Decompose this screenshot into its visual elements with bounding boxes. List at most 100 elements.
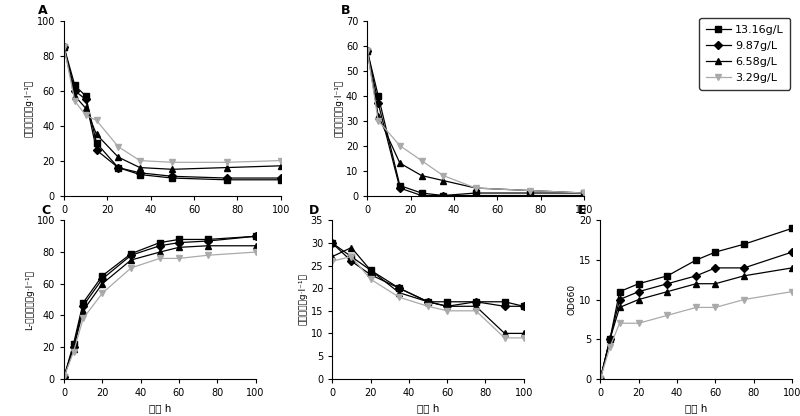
Line: 13.16g/L: 13.16g/L xyxy=(62,44,283,183)
9.87g/L xyxy=(135,170,145,175)
6.58g/L xyxy=(691,281,701,286)
3.29g/L xyxy=(174,256,184,261)
3.29g/L xyxy=(634,321,643,326)
13.16g/L xyxy=(92,141,102,146)
3.29g/L xyxy=(525,188,534,193)
6.58g/L xyxy=(346,245,356,250)
9.87g/L xyxy=(438,193,448,198)
9.87g/L xyxy=(346,259,356,264)
13.16g/L xyxy=(327,240,337,245)
6.58g/L xyxy=(114,155,123,160)
9.87g/L xyxy=(327,240,337,245)
3.29g/L xyxy=(135,158,145,163)
9.87g/L xyxy=(59,374,69,379)
13.16g/L xyxy=(59,374,69,379)
3.29g/L xyxy=(423,304,433,309)
6.58g/L xyxy=(394,290,404,295)
9.87g/L xyxy=(98,277,107,282)
13.16g/L xyxy=(374,93,383,98)
Line: 6.58g/L: 6.58g/L xyxy=(62,243,258,380)
3.29g/L xyxy=(81,113,90,118)
Text: A: A xyxy=(38,4,48,17)
Line: 3.29g/L: 3.29g/L xyxy=(598,289,794,381)
9.87g/L xyxy=(787,250,797,255)
9.87g/L xyxy=(250,234,260,239)
6.58g/L xyxy=(596,376,606,381)
6.58g/L xyxy=(614,305,624,310)
13.16g/L xyxy=(519,304,529,309)
13.16g/L xyxy=(250,234,260,239)
13.16g/L xyxy=(394,286,404,291)
X-axis label: 时间 h: 时间 h xyxy=(465,220,487,230)
Line: 9.87g/L: 9.87g/L xyxy=(62,233,258,380)
9.87g/L xyxy=(417,193,426,198)
13.16g/L xyxy=(81,94,90,99)
9.87g/L xyxy=(69,344,78,349)
3.29g/L xyxy=(327,259,337,264)
6.58g/L xyxy=(222,165,231,170)
9.87g/L xyxy=(114,165,123,170)
6.58g/L xyxy=(126,258,136,262)
Text: D: D xyxy=(310,204,319,217)
9.87g/L xyxy=(471,193,481,198)
3.29g/L xyxy=(438,173,448,178)
6.58g/L xyxy=(81,106,90,111)
9.87g/L xyxy=(500,304,510,309)
9.87g/L xyxy=(662,281,672,286)
9.87g/L xyxy=(525,193,534,198)
3.29g/L xyxy=(98,291,107,296)
6.58g/L xyxy=(519,331,529,336)
13.16g/L xyxy=(662,273,672,278)
6.58g/L xyxy=(423,299,433,304)
6.58g/L xyxy=(59,374,69,379)
6.58g/L xyxy=(167,167,177,172)
3.29g/L xyxy=(394,295,404,300)
6.58g/L xyxy=(250,243,260,248)
3.29g/L xyxy=(155,256,165,261)
3.29g/L xyxy=(579,191,589,196)
3.29g/L xyxy=(417,158,426,163)
13.16g/L xyxy=(579,191,589,196)
6.58g/L xyxy=(471,304,481,309)
13.16g/L xyxy=(596,376,606,381)
3.29g/L xyxy=(59,374,69,379)
Legend: 13.16g/L, 9.87g/L, 6.58g/L, 3.29g/L: 13.16g/L, 9.87g/L, 6.58g/L, 3.29g/L xyxy=(699,18,790,90)
3.29g/L xyxy=(374,118,383,123)
3.29g/L xyxy=(596,376,606,381)
Line: 6.58g/L: 6.58g/L xyxy=(598,265,794,381)
6.58g/L xyxy=(500,331,510,336)
13.16g/L xyxy=(69,341,78,346)
Y-axis label: 木糖浓度（g·l⁻¹）: 木糖浓度（g·l⁻¹） xyxy=(299,274,308,325)
9.87g/L xyxy=(155,243,165,248)
3.29g/L xyxy=(203,253,213,258)
6.58g/L xyxy=(395,161,405,166)
13.16g/L xyxy=(167,176,177,181)
Line: 6.58g/L: 6.58g/L xyxy=(365,48,586,196)
3.29g/L xyxy=(710,305,720,310)
9.87g/L xyxy=(691,273,701,278)
Line: 13.16g/L: 13.16g/L xyxy=(62,233,258,380)
3.29g/L xyxy=(114,144,123,149)
3.29g/L xyxy=(739,297,749,302)
9.87g/L xyxy=(442,304,452,309)
9.87g/L xyxy=(634,289,643,294)
13.16g/L xyxy=(438,193,448,198)
6.58g/L xyxy=(662,289,672,294)
6.58g/L xyxy=(70,94,80,99)
3.29g/L xyxy=(471,308,481,313)
6.58g/L xyxy=(59,45,69,50)
9.87g/L xyxy=(81,97,90,102)
6.58g/L xyxy=(374,113,383,118)
13.16g/L xyxy=(203,237,213,242)
13.16g/L xyxy=(691,258,701,262)
3.29g/L xyxy=(662,313,672,318)
Line: 3.29g/L: 3.29g/L xyxy=(62,249,258,380)
6.58g/L xyxy=(442,304,452,309)
9.87g/L xyxy=(92,148,102,153)
9.87g/L xyxy=(519,304,529,309)
Line: 13.16g/L: 13.16g/L xyxy=(365,48,586,198)
6.58g/L xyxy=(366,267,375,272)
13.16g/L xyxy=(634,281,643,286)
9.87g/L xyxy=(579,193,589,198)
Line: 6.58g/L: 6.58g/L xyxy=(330,245,526,336)
